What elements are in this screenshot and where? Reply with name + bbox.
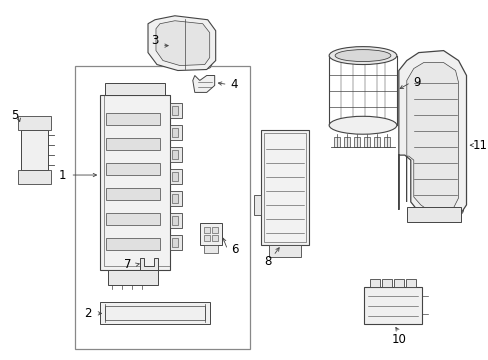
- Bar: [172, 172, 178, 181]
- Text: 8: 8: [263, 255, 270, 268]
- Bar: [100, 95, 169, 270]
- Polygon shape: [156, 21, 209, 66]
- Bar: [383, 137, 389, 147]
- Text: 2: 2: [84, 307, 92, 320]
- Bar: [405, 279, 415, 287]
- Bar: [106, 113, 160, 125]
- Polygon shape: [192, 76, 214, 93]
- Bar: [369, 279, 379, 287]
- Bar: [172, 238, 178, 247]
- Bar: [363, 137, 369, 147]
- Bar: [172, 150, 178, 159]
- Bar: [203, 235, 209, 241]
- Ellipse shape: [334, 50, 390, 62]
- Bar: [104, 95, 169, 266]
- Bar: [253, 195, 261, 215]
- Bar: [363, 287, 421, 324]
- Bar: [200, 223, 221, 245]
- Bar: [169, 235, 182, 250]
- Bar: [172, 106, 178, 115]
- Bar: [269, 245, 301, 257]
- Bar: [75, 66, 249, 349]
- Bar: [344, 137, 349, 147]
- Bar: [393, 279, 403, 287]
- Text: 7: 7: [124, 258, 132, 271]
- Bar: [106, 238, 160, 250]
- Bar: [211, 235, 217, 241]
- Bar: [106, 163, 160, 175]
- Text: 6: 6: [230, 243, 238, 256]
- Text: 4: 4: [230, 78, 238, 91]
- Polygon shape: [100, 302, 209, 324]
- Bar: [172, 128, 178, 137]
- Bar: [381, 279, 391, 287]
- Polygon shape: [398, 51, 466, 222]
- Bar: [169, 191, 182, 206]
- Bar: [172, 194, 178, 203]
- Polygon shape: [140, 258, 158, 270]
- Polygon shape: [406, 207, 460, 222]
- Bar: [261, 130, 308, 245]
- Bar: [106, 213, 160, 225]
- Bar: [106, 138, 160, 150]
- Bar: [353, 137, 359, 147]
- Bar: [20, 130, 48, 170]
- Polygon shape: [105, 84, 164, 95]
- Bar: [169, 169, 182, 184]
- Bar: [169, 125, 182, 140]
- Bar: [106, 188, 160, 200]
- Bar: [211, 227, 217, 233]
- Bar: [203, 245, 217, 253]
- Bar: [169, 103, 182, 118]
- Bar: [18, 116, 51, 130]
- Ellipse shape: [328, 116, 396, 134]
- Bar: [333, 137, 340, 147]
- Text: 11: 11: [472, 139, 487, 152]
- Text: 10: 10: [390, 333, 406, 346]
- Bar: [203, 227, 209, 233]
- Bar: [169, 147, 182, 162]
- Polygon shape: [406, 63, 458, 213]
- Polygon shape: [148, 16, 215, 71]
- Bar: [18, 170, 51, 184]
- Text: 3: 3: [151, 34, 158, 47]
- Text: 9: 9: [412, 76, 420, 89]
- Text: 5: 5: [11, 109, 18, 122]
- Text: 1: 1: [59, 168, 66, 181]
- Ellipse shape: [328, 47, 396, 64]
- Bar: [264, 133, 305, 242]
- Bar: [108, 270, 158, 284]
- Bar: [169, 213, 182, 228]
- Bar: [373, 137, 379, 147]
- Bar: [172, 216, 178, 225]
